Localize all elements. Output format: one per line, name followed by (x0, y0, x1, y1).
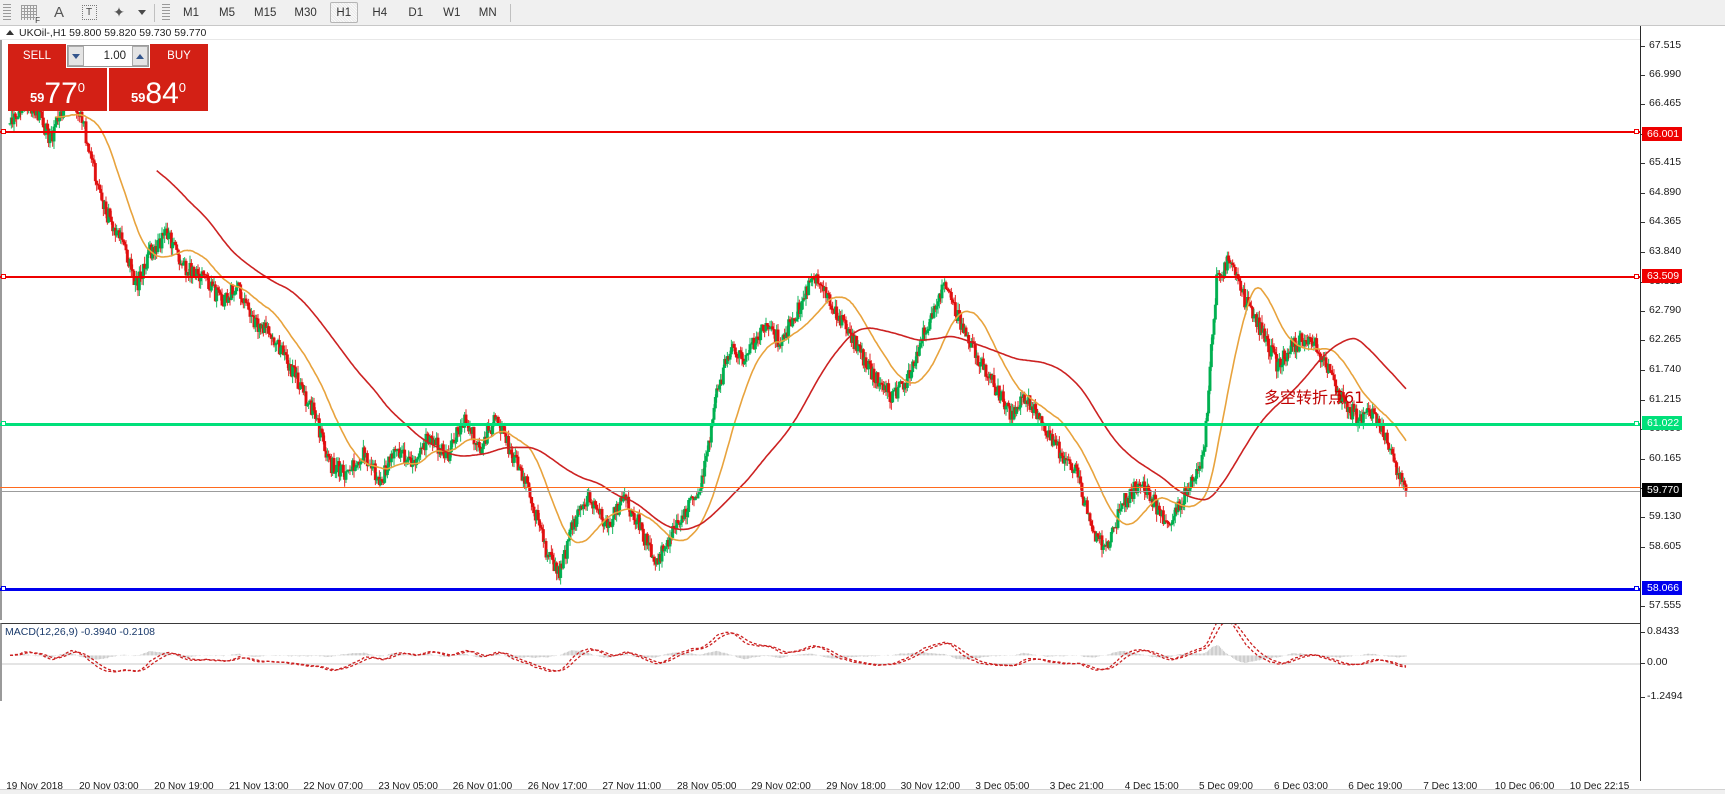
time-tick: 26 Nov 17:00 (527, 781, 588, 792)
price-tick: 65.415 (1641, 156, 1681, 168)
candlestick-svg (8, 81, 1408, 585)
chart-mode-dropdown-caret-icon[interactable] (134, 1, 150, 25)
price-axis[interactable]: 67.51566.99066.46565.94065.41564.89064.3… (1640, 26, 1725, 781)
sell-price-display[interactable]: 59 77 0 (8, 68, 107, 111)
price-chart-canvas[interactable] (0, 40, 1640, 620)
price-level-badge[interactable]: 59.770 (1642, 483, 1683, 497)
time-tick: 29 Nov 02:00 (751, 781, 811, 792)
sell-price-whole: 59 (29, 90, 45, 105)
timeframe-d1[interactable]: D1 (408, 6, 424, 19)
sell-button[interactable]: SELL (8, 44, 66, 68)
price-level-badge[interactable]: 58.066 (1642, 581, 1683, 595)
macd-svg (2, 624, 1640, 673)
price-tick: 67.515 (1641, 39, 1681, 51)
volume-increment-button[interactable] (132, 46, 148, 66)
timeframe-w1[interactable]: W1 (443, 6, 461, 19)
timeframe-m30[interactable]: M30 (294, 6, 317, 19)
price-tick: 61.740 (1641, 363, 1681, 375)
time-tick: 3 Dec 21:00 (1049, 781, 1104, 792)
volume-input[interactable]: 1.00 (67, 45, 149, 67)
timeframe-grip[interactable] (162, 3, 170, 22)
toolbar-divider-2 (509, 3, 511, 22)
chart-symbol-ohlc-label: UKOil-,H1 59.800 59.820 59.730 59.770 (19, 26, 207, 39)
time-tick: 10 Dec 22:15 (1569, 781, 1630, 792)
price-tick: 62.790 (1641, 304, 1681, 316)
time-tick: 30 Nov 12:00 (900, 781, 961, 792)
window-bottom-edge (0, 789, 1725, 794)
chart-titlebar: UKOil-,H1 59.800 59.820 59.730 59.770 (0, 26, 1725, 40)
price-tick: 62.265 (1641, 333, 1681, 345)
time-tick: 4 Dec 15:00 (1124, 781, 1179, 792)
time-tick: 23 Nov 05:00 (378, 781, 438, 792)
trade-panel-price-row: 59 77 0 59 84 0 (8, 68, 208, 111)
toolbar-divider (154, 3, 155, 22)
toolbar-grip[interactable] (3, 3, 11, 22)
time-tick: 6 Dec 03:00 (1273, 781, 1328, 792)
text-label-icon[interactable]: A (53, 4, 64, 21)
collapse-triangle-icon[interactable] (6, 30, 14, 35)
time-tick: 7 Dec 13:00 (1423, 781, 1478, 792)
timeframe-m5[interactable]: M5 (219, 6, 235, 19)
one-click-trading-panel[interactable]: SELL 1.00 BUY 59 77 0 59 84 0 (8, 44, 208, 111)
price-level-badge[interactable]: 61.022 (1642, 416, 1683, 430)
time-tick: 26 Nov 01:00 (452, 781, 513, 792)
buy-price-main: 84 (145, 77, 179, 110)
volume-decrement-button[interactable] (68, 46, 84, 66)
macd-scale-tick: 0.00 (1641, 656, 1667, 668)
macd-scale-tick: -1.2494 (1641, 690, 1683, 702)
price-tick: 57.555 (1641, 599, 1681, 611)
volume-value: 1.00 (103, 50, 126, 62)
timeframe-h4[interactable]: H4 (372, 6, 388, 19)
macd-indicator-label: MACD(12,26,9) -0.3940 -0.2108 (5, 626, 155, 638)
price-tick: 64.365 (1641, 215, 1681, 227)
price-tick: 61.215 (1641, 393, 1681, 405)
sell-price-main: 77 (44, 77, 78, 110)
price-tick: 59.130 (1641, 510, 1681, 522)
main-toolbar: F A T ✦ M1 M5 M15 M30 H1 H4 D1 W1 MN (0, 0, 1725, 26)
price-tick: 60.165 (1641, 452, 1681, 464)
price-tick: 63.840 (1641, 245, 1681, 257)
buy-price-whole: 59 (130, 90, 146, 105)
time-tick: 5 Dec 09:00 (1198, 781, 1253, 792)
time-tick: 21 Nov 13:00 (229, 781, 289, 792)
time-tick: 29 Nov 18:00 (826, 781, 886, 792)
time-tick: 19 Nov 2018 (6, 781, 63, 792)
price-level-badge[interactable]: 63.509 (1642, 269, 1683, 283)
time-tick: 22 Nov 07:00 (303, 781, 363, 792)
price-tick: 58.605 (1641, 540, 1681, 552)
price-tick: 66.990 (1641, 68, 1681, 80)
annotation-text[interactable]: 多空转折点61 (1264, 388, 1365, 407)
time-tick: 28 Nov 05:00 (676, 781, 737, 792)
price-level-badge[interactable]: 66.001 (1642, 127, 1683, 141)
trade-panel-top-row: SELL 1.00 BUY (8, 44, 208, 68)
buy-button[interactable]: BUY (150, 44, 208, 68)
candlestick-mode-icon[interactable]: ✦ (113, 4, 125, 20)
price-tick: 66.465 (1641, 97, 1681, 109)
sell-price-fraction: 0 (77, 80, 86, 95)
time-tick: 20 Nov 19:00 (154, 781, 214, 792)
time-tick: 10 Dec 06:00 (1494, 781, 1555, 792)
buy-price-display[interactable]: 59 84 0 (109, 68, 208, 111)
time-tick: 20 Nov 03:00 (79, 781, 139, 792)
timeframe-m1[interactable]: M1 (183, 6, 199, 19)
macd-scale-tick: 0.8433 (1641, 625, 1679, 637)
timeframe-m15[interactable]: M15 (254, 6, 277, 19)
time-tick: 27 Nov 11:00 (602, 781, 662, 792)
grid-crosshair-icon[interactable]: F (14, 1, 44, 25)
timeframe-mn[interactable]: MN (478, 6, 497, 19)
price-tick: 64.890 (1641, 186, 1681, 198)
macd-chart-canvas[interactable] (0, 623, 1640, 701)
time-tick: 3 Dec 05:00 (975, 781, 1030, 792)
text-box-icon[interactable]: T (74, 1, 104, 25)
time-tick: 6 Dec 19:00 (1348, 781, 1403, 792)
timeframe-h1[interactable]: H1 (329, 2, 358, 23)
buy-price-fraction: 0 (178, 80, 187, 95)
